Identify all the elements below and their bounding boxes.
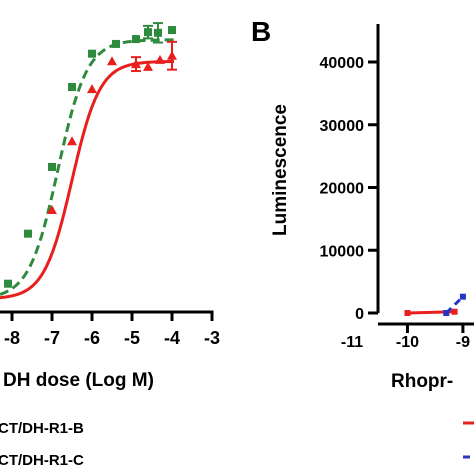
panel-a-x-tick-label: -5 [124, 328, 140, 348]
panel-a-fit-curves [0, 38, 174, 300]
data-point-series-2 [131, 59, 141, 69]
panel-a-data-points [4, 22, 177, 288]
data-point-series-2 [47, 205, 57, 215]
data-point-series-1 [168, 26, 176, 35]
panel-b-x-ticks: -11 -10 -9 [341, 324, 470, 351]
panel-b-y-tick-label: 20000 [320, 181, 365, 198]
panel-b-x-tick-label: -10 [396, 334, 419, 351]
panel-a-chart: -8 -7 -6 -5 -4 -3 DH dose (Log M) [0, 22, 220, 391]
legend-label-series-2: CT/DH-R1-C [0, 452, 84, 469]
panel-a-x-tick-label: -3 [204, 328, 220, 348]
data-point-series-2 [143, 61, 153, 71]
panel-b-x-axis-label: Rhopr- [391, 371, 453, 392]
data-point-series-1 [48, 162, 56, 171]
panel-a-x-ticks: -8 -7 -6 -5 -4 -3 [4, 312, 220, 348]
legend-label-series-1: CT/DH-R1-B [0, 420, 84, 437]
data-point-series-2 [167, 50, 177, 60]
panel-b-y-tick-label: 40000 [320, 55, 365, 72]
data-point-series-1 [112, 39, 120, 48]
panel-b-point-1 [404, 310, 411, 316]
fit-curve-series-1 [0, 38, 174, 296]
data-point-series-1 [154, 28, 162, 37]
panel-a-x-tick-label: -6 [84, 328, 100, 348]
fit-curve-series-2 [0, 60, 174, 300]
panel-a-x-tick-label: -8 [4, 328, 20, 348]
data-point-series-1 [68, 83, 76, 92]
data-point-series-1 [88, 49, 96, 58]
panel-a-x-tick-label: -4 [164, 328, 180, 348]
panel-b-y-tick-label: 0 [355, 306, 364, 323]
data-point-series-1 [144, 28, 152, 37]
panel-a-legend: CT/DH-R1-B CT/DH-R1-C [0, 420, 84, 469]
panel-b-legend [463, 421, 474, 459]
panel-b-y-tick-label: 10000 [320, 243, 365, 260]
panel-b-point-2 [459, 293, 466, 300]
data-point-series-1 [132, 35, 140, 44]
data-point-series-1 [4, 279, 12, 288]
panel-a-x-axis-label: DH dose (Log M) [3, 370, 154, 391]
panel-b-chart: B Luminescence 0 10000 20000 30000 40000 -11… [251, 16, 474, 392]
panel-b-curves [404, 293, 466, 316]
panel-b-point-1 [451, 308, 458, 315]
panel-b-label: B [251, 16, 271, 47]
data-point-series-2 [155, 54, 165, 64]
panel-b-y-tick-label: 30000 [320, 118, 365, 135]
data-point-series-2 [87, 84, 97, 94]
data-point-series-2 [107, 56, 117, 66]
panel-b-x-tick-label: -11 [341, 334, 363, 351]
panel-b-x-tick-label: -9 [456, 334, 470, 351]
panel-b-y-ticks: 0 10000 20000 30000 40000 [320, 55, 378, 323]
panel-b-y-axis-label: Luminescence [270, 104, 291, 236]
panel-a-x-tick-label: -7 [44, 328, 60, 348]
panel-b-point-2 [443, 310, 450, 316]
data-point-series-1 [24, 229, 32, 238]
data-point-series-2 [67, 136, 77, 146]
